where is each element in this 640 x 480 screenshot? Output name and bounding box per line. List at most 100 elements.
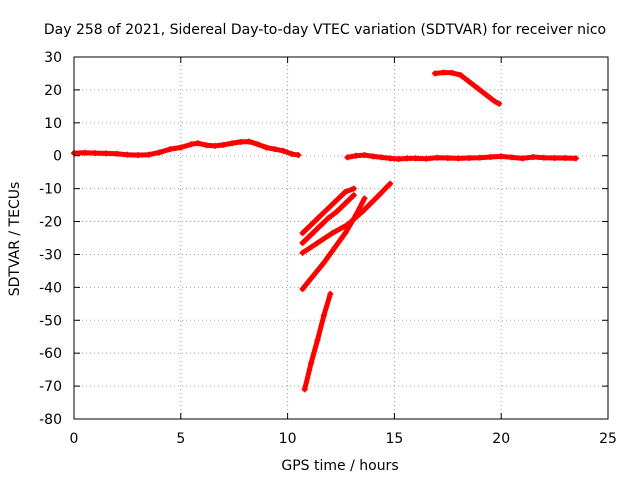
- data-point: [344, 154, 351, 161]
- data-series: [71, 69, 579, 393]
- data-point: [342, 200, 349, 207]
- data-point: [320, 259, 327, 266]
- data-point: [308, 231, 315, 238]
- data-point: [440, 69, 447, 76]
- x-tick-label: 15: [385, 431, 403, 447]
- data-point: [466, 155, 473, 162]
- data-point: [342, 230, 349, 237]
- x-tick-label: 25: [599, 431, 617, 447]
- y-tick-label: -70: [39, 379, 62, 395]
- data-point: [308, 360, 315, 367]
- data-point: [530, 154, 537, 161]
- data-point: [387, 155, 394, 162]
- data-point: [352, 211, 359, 218]
- data-point: [295, 152, 302, 159]
- data-point: [203, 142, 210, 149]
- data-point: [431, 70, 438, 77]
- data-point: [540, 154, 547, 161]
- data-point: [331, 244, 338, 251]
- series-arc-5: [299, 192, 357, 246]
- data-point: [246, 138, 253, 145]
- data-point: [156, 149, 163, 156]
- data-point: [496, 100, 503, 107]
- data-point: [434, 154, 441, 161]
- data-point: [333, 208, 340, 215]
- data-point: [299, 230, 306, 237]
- data-point: [551, 155, 558, 162]
- x-tick-label: 10: [279, 431, 297, 447]
- data-point: [135, 152, 142, 159]
- data-point: [352, 152, 359, 159]
- data-point: [404, 155, 411, 162]
- y-tick-label: -40: [39, 280, 62, 296]
- data-point: [423, 155, 430, 162]
- plot-frame: [73, 56, 609, 420]
- data-point: [254, 141, 261, 148]
- data-point: [92, 150, 99, 157]
- series-arc-4: [299, 185, 357, 237]
- data-point: [374, 193, 381, 200]
- x-tick-label: 0: [70, 431, 79, 447]
- y-tick-label: 10: [44, 116, 62, 132]
- data-point: [124, 151, 131, 158]
- data-point: [449, 69, 456, 76]
- data-point: [327, 290, 334, 297]
- data-point: [457, 72, 464, 79]
- data-point: [316, 213, 323, 220]
- data-point: [466, 78, 473, 85]
- y-tick-label: -20: [39, 215, 62, 231]
- data-point: [81, 149, 88, 156]
- data-point: [299, 249, 306, 256]
- data-point: [455, 155, 462, 162]
- data-point: [387, 180, 394, 187]
- y-tick-label: -30: [39, 247, 62, 263]
- x-tick-label: 5: [176, 431, 185, 447]
- data-point: [370, 153, 377, 160]
- data-point: [412, 155, 419, 162]
- data-point: [474, 85, 481, 92]
- chart-title: Day 258 of 2021, Sidereal Day-to-day VTE…: [44, 22, 606, 38]
- data-point: [316, 223, 323, 230]
- data-point: [301, 386, 308, 393]
- data-point: [378, 154, 385, 161]
- data-point: [263, 144, 270, 151]
- data-point: [237, 138, 244, 145]
- y-tick-label: 30: [44, 50, 62, 66]
- data-point: [314, 337, 321, 344]
- x-tick-label: 20: [492, 431, 510, 447]
- x-axis-label: GPS time / hours: [281, 458, 398, 474]
- data-point: [361, 195, 368, 202]
- data-point: [487, 154, 494, 161]
- y-tick-label: -50: [39, 313, 62, 329]
- series-arc-3: [431, 69, 503, 107]
- data-point: [476, 154, 483, 161]
- y-tick-label: -60: [39, 346, 62, 362]
- data-point: [333, 197, 340, 204]
- series-arc-1: [71, 138, 302, 159]
- y-tick-label: 20: [44, 83, 62, 99]
- data-point: [325, 205, 332, 212]
- data-point: [299, 286, 306, 293]
- data-point: [519, 155, 526, 162]
- axis-ticks: 0 5 10 15 20 25 -80 -70 -60 -50 -40 -30 -20 -10 0 10 20 3…: [39, 50, 617, 447]
- series-arc-7: [299, 195, 368, 293]
- data-point: [229, 140, 236, 147]
- data-point: [188, 141, 195, 148]
- data-point: [361, 152, 368, 159]
- data-point: [350, 192, 357, 199]
- data-point: [320, 312, 327, 319]
- data-point: [177, 144, 184, 151]
- data-point: [308, 221, 315, 228]
- data-point: [288, 151, 295, 158]
- data-point: [508, 154, 515, 161]
- data-point: [220, 141, 227, 148]
- data-point: [572, 155, 579, 162]
- data-point: [395, 156, 402, 163]
- data-point: [325, 215, 332, 222]
- data-point: [167, 146, 174, 153]
- data-point: [498, 153, 505, 160]
- y-tick-label: -80: [39, 412, 62, 428]
- series-arc-8: [301, 290, 334, 393]
- data-point: [329, 230, 336, 237]
